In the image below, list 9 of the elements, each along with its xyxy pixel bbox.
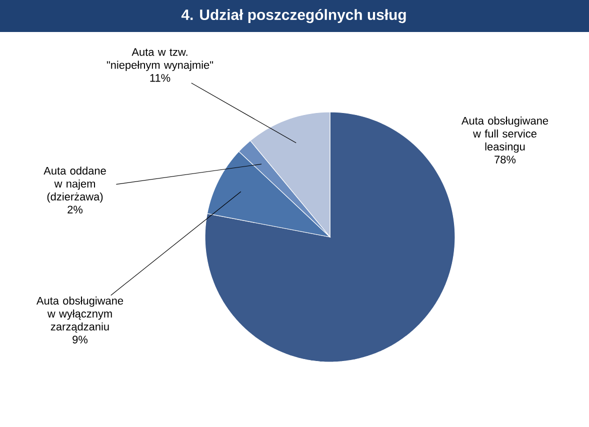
slice-label: Auta obsługiwane w full service leasingu [461,116,548,153]
slice-label: Auta w tzw. "niepełnym wynajmie" [106,48,214,72]
data-label: 11% [150,74,170,82]
slice-label: Auta obsługiwane w wyłącznym zarządzaniu [36,296,124,333]
data-label: 9% [72,336,88,344]
data-label: 78% [494,156,516,164]
chart-title: 4. Udział poszczególnych usług [181,8,406,24]
slice-label: Auta oddane w najem (dzierżawa) [44,166,106,203]
data-label: 2% [68,206,83,214]
